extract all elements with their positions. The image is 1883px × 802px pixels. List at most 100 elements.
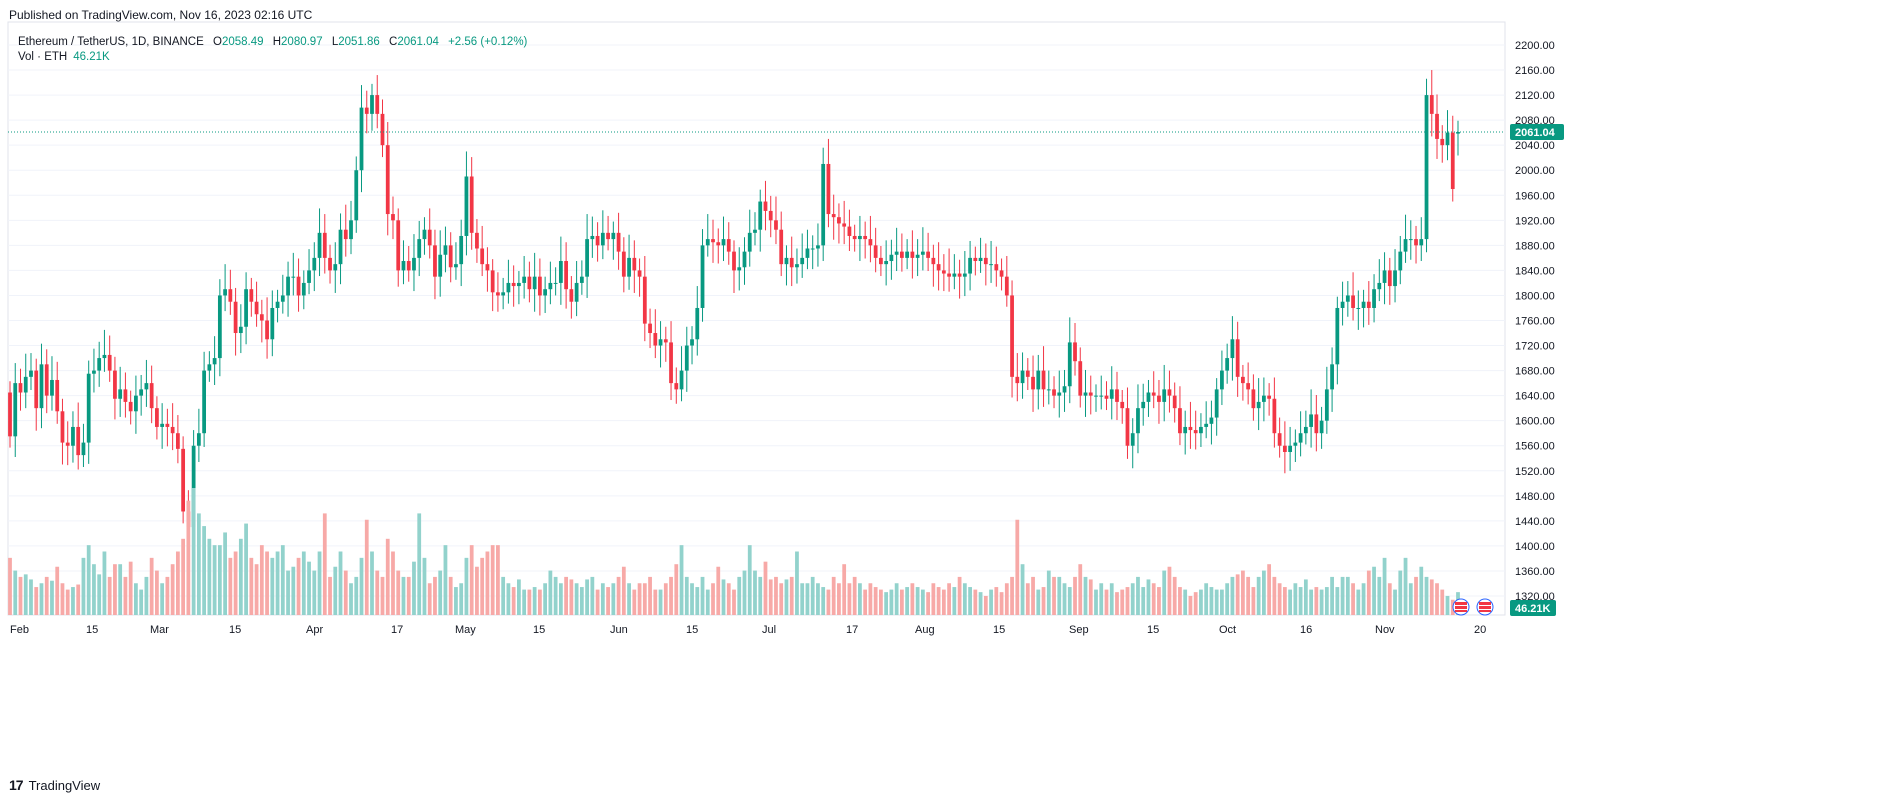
- candle-body: [128, 401, 133, 412]
- volume-bar: [107, 576, 112, 615]
- candle-body: [475, 232, 479, 249]
- volume-bar: [1125, 587, 1130, 615]
- candle-body: [879, 257, 883, 265]
- candle-body: [1414, 239, 1418, 246]
- x-tick-label: 15: [993, 624, 1005, 636]
- candle-body: [1387, 270, 1392, 287]
- candle-body: [490, 270, 495, 293]
- volume-bar: [1372, 566, 1376, 615]
- event-flag-icon[interactable]: [1476, 598, 1494, 616]
- volume-bar: [684, 576, 689, 615]
- volume-bar: [165, 576, 170, 615]
- volume-bar: [1298, 587, 1303, 615]
- candle-body: [1372, 289, 1376, 308]
- candle-body: [517, 282, 521, 287]
- candle-body: [1408, 239, 1413, 241]
- candle-body: [349, 220, 353, 240]
- volume-bar: [747, 545, 752, 615]
- volume-bar: [396, 570, 401, 615]
- volume-bar: [1183, 589, 1188, 615]
- volume-bar: [1440, 589, 1445, 615]
- candle-body: [910, 251, 915, 258]
- candle-body: [763, 201, 768, 211]
- volume-bar: [1141, 587, 1146, 615]
- volume-bar: [1157, 587, 1161, 615]
- candle-body: [821, 163, 826, 246]
- volume-bar: [364, 519, 369, 615]
- volume-bar: [611, 583, 616, 615]
- candle-body: [1099, 395, 1104, 397]
- tradingview-logo-icon: 17: [9, 777, 24, 793]
- candle-body: [1324, 389, 1329, 421]
- volume-bar: [543, 583, 548, 615]
- volume-bar: [280, 545, 285, 615]
- candle-body: [1031, 376, 1035, 390]
- candle-body: [920, 251, 925, 255]
- candle-body: [1015, 376, 1020, 384]
- volume-bar: [1062, 583, 1067, 615]
- candle-body: [952, 273, 957, 277]
- candle-body: [611, 232, 616, 240]
- y-tick-label: 1480.00: [1515, 491, 1555, 503]
- candle-body: [1424, 95, 1429, 240]
- candle-body: [1241, 376, 1245, 384]
- volume-bar: [1162, 570, 1167, 615]
- candle-body: [585, 239, 589, 277]
- candle-body: [422, 229, 427, 240]
- low-label: L: [331, 36, 339, 48]
- volume-bar: [1251, 587, 1256, 615]
- x-tick-label: 16: [1300, 624, 1312, 636]
- candle-body: [228, 289, 233, 302]
- volume-bar: [123, 576, 128, 615]
- candle-body: [1235, 339, 1240, 377]
- candle-body: [816, 245, 820, 249]
- candle-body: [1272, 398, 1277, 434]
- volume-bar: [1004, 583, 1009, 615]
- volume-bar: [585, 579, 589, 615]
- volume-bar: [270, 557, 275, 615]
- volume-bar: [1078, 564, 1083, 615]
- candle-body: [212, 358, 217, 365]
- candle-body: [23, 376, 28, 393]
- candle-body: [338, 229, 343, 265]
- candle-body: [280, 295, 285, 302]
- candle-body: [669, 342, 673, 384]
- candle-body: [1382, 270, 1387, 283]
- candle-body: [1041, 370, 1046, 390]
- candle-body: [1141, 401, 1146, 409]
- event-flag-icon[interactable]: [1452, 598, 1470, 616]
- volume-bar: [322, 513, 327, 615]
- candle-body: [894, 251, 899, 255]
- candle-body: [1351, 295, 1355, 308]
- candle-body: [642, 276, 647, 324]
- candle-body: [1366, 301, 1371, 308]
- candle-body: [1277, 433, 1282, 446]
- tradingview-brand[interactable]: 17 TradingView: [9, 777, 100, 793]
- volume-bar: [1041, 587, 1046, 615]
- volume-bar: [1146, 579, 1151, 615]
- volume-bar: [160, 583, 165, 615]
- volume-bar: [679, 545, 684, 615]
- candle-body: [1225, 358, 1230, 371]
- x-tick-label: 17: [391, 624, 403, 636]
- candle-body: [569, 289, 574, 302]
- y-tick-label: 1600.00: [1515, 416, 1555, 428]
- candle-body: [826, 163, 831, 215]
- volume-bar: [517, 579, 521, 615]
- candle-body: [511, 282, 516, 287]
- candle-body: [60, 411, 65, 443]
- volume-bar: [401, 576, 406, 615]
- volume-bar: [301, 551, 306, 615]
- volume-bar: [726, 583, 731, 615]
- volume-bar: [1272, 576, 1277, 615]
- candle-body: [1020, 370, 1025, 384]
- volume-bar: [1282, 587, 1287, 615]
- y-tick-label: 1440.00: [1515, 516, 1555, 528]
- x-tick-label: 20: [1474, 624, 1486, 636]
- candle-body: [448, 245, 453, 268]
- candle-body: [317, 232, 322, 258]
- volume-bar: [1025, 583, 1030, 615]
- plot-area[interactable]: [7, 21, 1506, 616]
- y-tick-label: 2160.00: [1515, 65, 1555, 77]
